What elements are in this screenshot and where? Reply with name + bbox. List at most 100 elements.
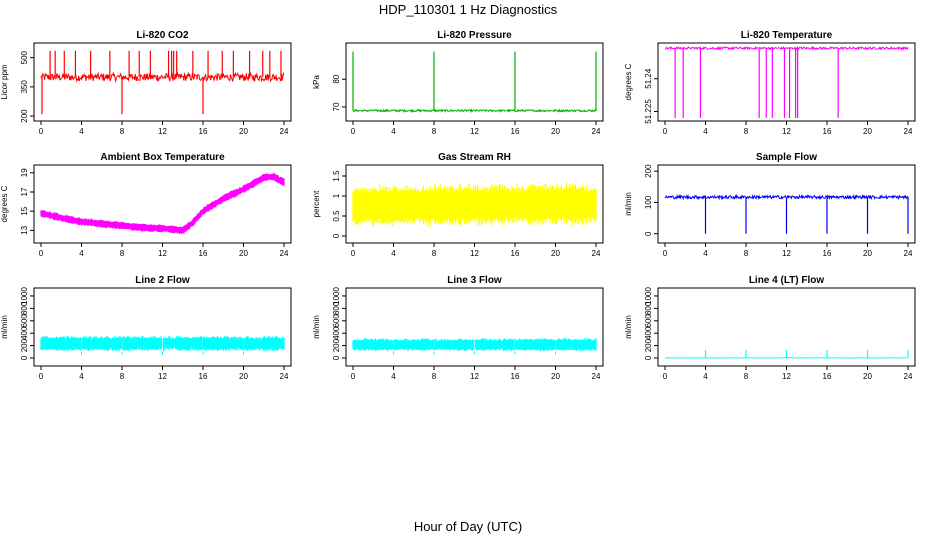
x-tick-label: 12 — [470, 127, 479, 136]
y-tick-label: 0 — [644, 355, 653, 360]
x-tick-label: 16 — [511, 127, 520, 136]
x-tick-label: 8 — [120, 127, 125, 136]
data-series — [40, 50, 285, 115]
x-tick-label: 4 — [79, 249, 84, 258]
x-tick-label: 12 — [782, 372, 791, 381]
x-tick-label: 0 — [39, 372, 44, 381]
y-tick-label: 1000 — [332, 287, 341, 305]
x-tick-label: 20 — [863, 372, 872, 381]
x-tick-label: 12 — [158, 127, 167, 136]
data-series — [40, 172, 285, 234]
panel-title: Li-820 Pressure — [437, 30, 512, 41]
x-tick-label: 24 — [592, 249, 601, 258]
chart-panel: Li-820 Pressure 0 4 8 12 16 20 24 70 80 kPa — [312, 30, 604, 136]
y-tick-label: 15 — [20, 206, 29, 215]
panel-title: Line 4 (LT) Flow — [749, 275, 825, 286]
y-tick-label: 200 — [644, 164, 653, 178]
plot-frame — [345, 287, 604, 367]
y-tick-label: 1000 — [644, 287, 653, 305]
plot-frame — [657, 42, 916, 122]
y-tick-label: 80 — [332, 74, 341, 83]
panel-title: Li-820 CO2 — [136, 30, 189, 41]
chart-panel: Li-820 Temperature 0 4 8 12 16 20 24 51.225 51.24… — [624, 30, 916, 136]
x-tick-label: 4 — [79, 372, 84, 381]
y-axis-label: ml/min — [0, 315, 9, 339]
x-tick-label: 4 — [79, 127, 84, 136]
panel-title: Sample Flow — [756, 152, 817, 163]
y-tick-label: 0.5 — [332, 210, 341, 222]
x-tick-label: 0 — [39, 249, 44, 258]
series-band — [352, 182, 597, 227]
y-tick-label: 600 — [332, 314, 341, 328]
x-tick-label: 8 — [120, 372, 125, 381]
x-tick-label: 4 — [703, 127, 708, 136]
x-tick-label: 0 — [663, 249, 668, 258]
chart-panel: Gas Stream RH 0 4 8 12 16 20 24 0 0.5 1 1.5 percent — [312, 152, 604, 258]
x-tick-label: 8 — [120, 249, 125, 258]
x-tick-label: 8 — [744, 127, 749, 136]
y-tick-label: 51.225 — [644, 99, 653, 124]
y-tick-label: 0 — [20, 355, 29, 360]
y-tick-label: 800 — [20, 301, 29, 315]
x-tick-label: 4 — [391, 372, 396, 381]
series-band — [40, 172, 285, 234]
x-tick-label: 16 — [199, 249, 208, 258]
y-tick-label: 600 — [20, 314, 29, 328]
x-tick-label: 8 — [744, 249, 749, 258]
x-tick-label: 24 — [280, 372, 289, 381]
x-tick-label: 16 — [823, 372, 832, 381]
y-tick-label: 800 — [644, 301, 653, 315]
page-title: HDP_110301 1 Hz Diagnostics — [378, 2, 558, 17]
y-tick-label: 19 — [20, 168, 29, 177]
y-tick-label: 17 — [20, 187, 29, 196]
y-tick-label: 400 — [20, 326, 29, 340]
y-axis-label: kPa — [312, 75, 321, 89]
x-tick-label: 16 — [199, 372, 208, 381]
y-tick-label: 0 — [332, 355, 341, 360]
y-tick-label: 200 — [644, 338, 653, 352]
x-tick-label: 8 — [432, 249, 437, 258]
y-axis-label: degrees C — [0, 185, 9, 222]
x-axis-label: Hour of Day (UTC) — [413, 519, 523, 534]
panel-title: Gas Stream RH — [438, 152, 511, 163]
x-tick-label: 20 — [551, 127, 560, 136]
y-axis-label: degrees C — [624, 63, 633, 100]
y-axis-label: ml/min — [312, 315, 321, 339]
x-tick-label: 4 — [391, 249, 396, 258]
x-tick-label: 20 — [863, 127, 872, 136]
series-line — [664, 45, 909, 51]
data-series — [352, 338, 597, 355]
y-tick-label: 500 — [20, 50, 29, 64]
x-tick-label: 0 — [663, 127, 668, 136]
y-tick-label: 1000 — [20, 287, 29, 305]
x-tick-label: 8 — [432, 372, 437, 381]
y-tick-label: 70 — [332, 102, 341, 111]
y-tick-label: 350 — [20, 80, 29, 94]
chart-panel: Sample Flow 0 4 8 12 16 20 24 0 100 200 ml/min — [624, 152, 916, 258]
data-series — [664, 349, 909, 359]
y-axis-label: ml/min — [624, 315, 633, 339]
x-tick-label: 16 — [511, 372, 520, 381]
panel-title: Line 3 Flow — [447, 275, 502, 286]
x-tick-label: 16 — [511, 249, 520, 258]
x-tick-label: 8 — [744, 372, 749, 381]
y-tick-label: 200 — [332, 338, 341, 352]
y-tick-label: 1 — [332, 193, 341, 198]
x-tick-label: 0 — [351, 127, 356, 136]
x-tick-label: 24 — [904, 249, 913, 258]
y-tick-label: 0 — [644, 231, 653, 236]
x-tick-label: 8 — [432, 127, 437, 136]
y-tick-label: 0 — [332, 233, 341, 238]
x-tick-label: 20 — [239, 249, 248, 258]
x-tick-label: 4 — [703, 372, 708, 381]
x-tick-label: 20 — [551, 372, 560, 381]
x-tick-label: 24 — [904, 127, 913, 136]
panel-title: Ambient Box Temperature — [100, 152, 225, 163]
x-tick-label: 0 — [39, 127, 44, 136]
y-tick-label: 400 — [644, 326, 653, 340]
x-tick-label: 20 — [239, 127, 248, 136]
x-tick-label: 4 — [703, 249, 708, 258]
y-tick-label: 100 — [644, 195, 653, 209]
y-tick-label: 200 — [20, 338, 29, 352]
